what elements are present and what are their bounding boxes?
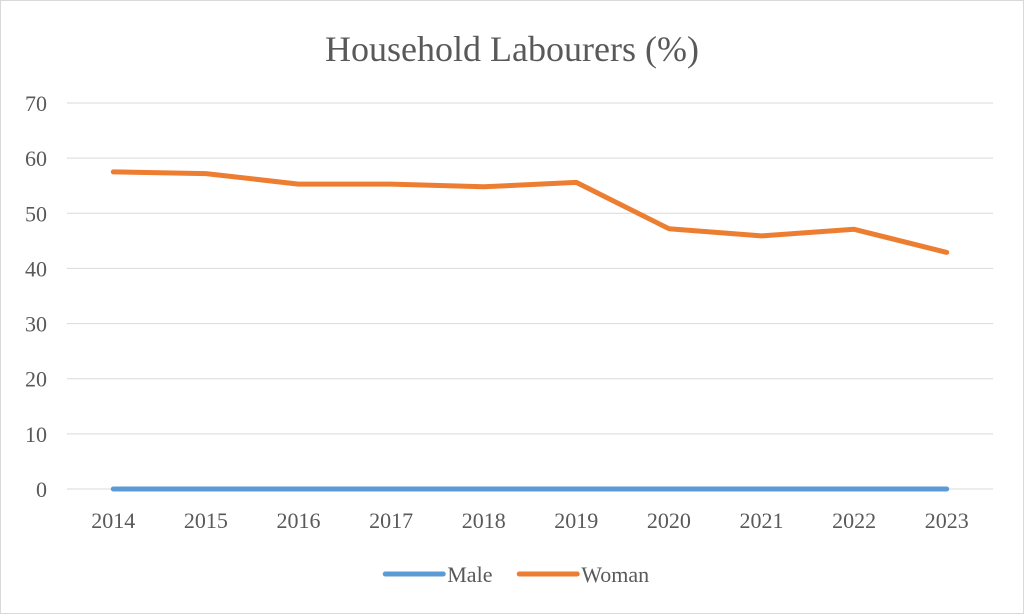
legend-label-woman: Woman — [581, 562, 649, 587]
y-tick-label: 20 — [25, 367, 47, 392]
y-tick-label: 60 — [25, 146, 47, 171]
x-tick-label: 2015 — [184, 508, 228, 533]
series-line-woman — [110, 169, 950, 255]
chart-title: Household Labourers (%) — [325, 29, 699, 69]
y-axis-ticks: 0 10 20 30 40 50 60 70 — [25, 91, 47, 502]
legend: Male Woman — [382, 562, 649, 587]
x-axis-ticks: 2014 2015 2016 2017 2018 2019 2020 2021 2022 2023 — [91, 508, 968, 533]
x-tick-label: 2017 — [369, 508, 413, 533]
x-tick-label: 2014 — [91, 508, 135, 533]
y-tick-label: 40 — [25, 256, 47, 281]
x-tick-label: 2016 — [277, 508, 321, 533]
y-tick-label: 30 — [25, 312, 47, 337]
x-tick-label: 2021 — [740, 508, 784, 533]
y-tick-label: 50 — [25, 201, 47, 226]
x-tick-label: 2020 — [647, 508, 691, 533]
series-lines — [110, 169, 950, 492]
gridlines — [67, 102, 993, 490]
x-tick-label: 2019 — [554, 508, 598, 533]
y-tick-label: 0 — [36, 477, 47, 502]
x-tick-label: 2023 — [925, 508, 969, 533]
legend-label-male: Male — [447, 562, 492, 587]
y-tick-label: 10 — [25, 422, 47, 447]
x-tick-label: 2022 — [832, 508, 876, 533]
x-tick-label: 2018 — [462, 508, 506, 533]
y-tick-label: 70 — [25, 91, 47, 116]
